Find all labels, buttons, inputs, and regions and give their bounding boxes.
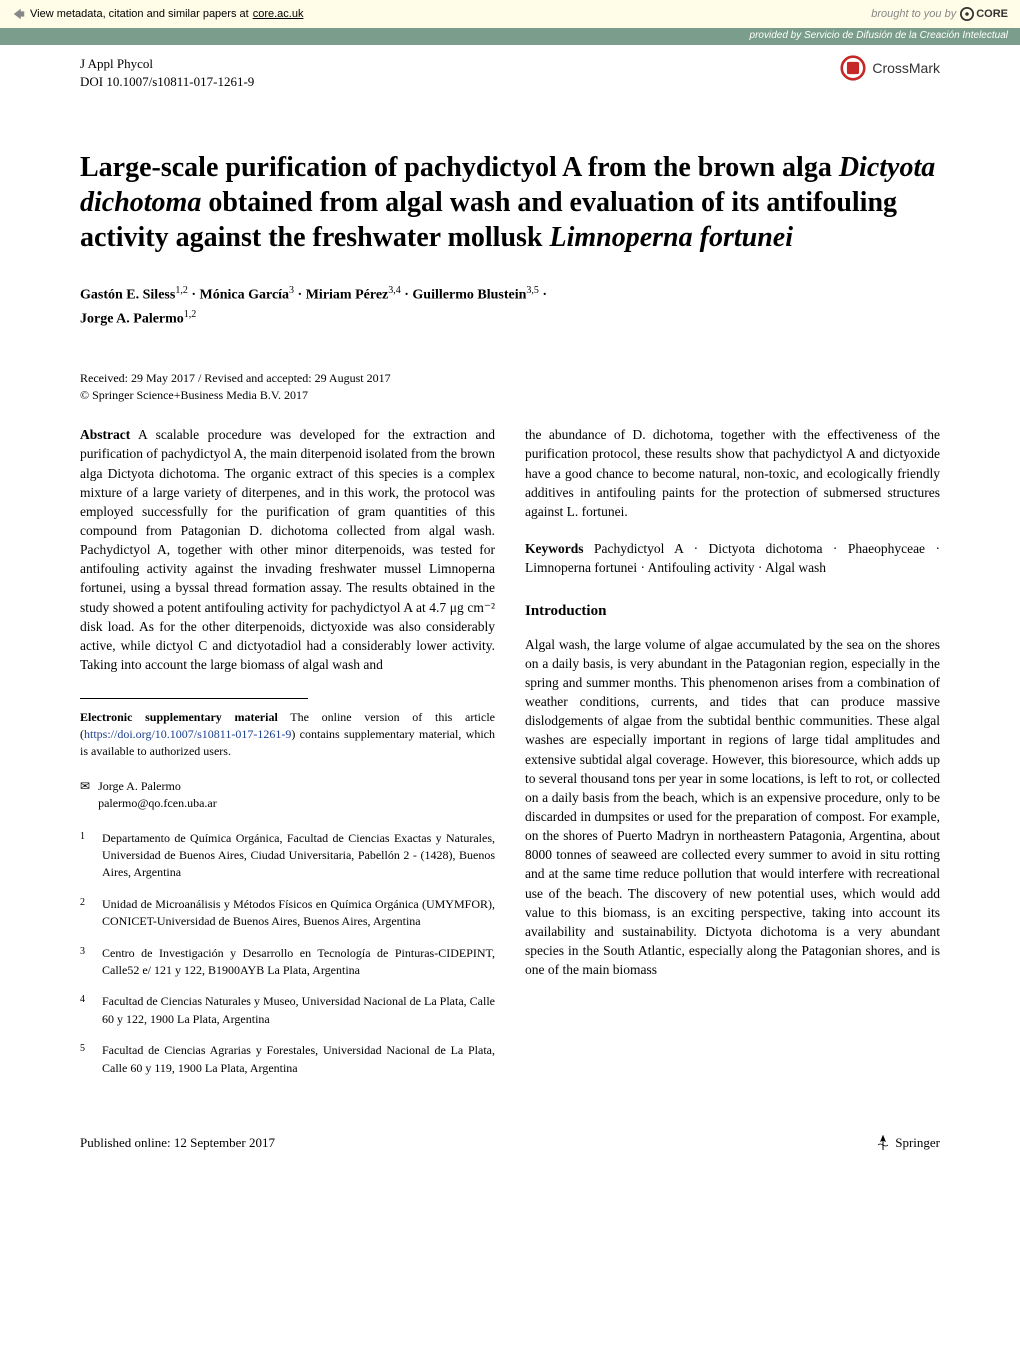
divider bbox=[80, 698, 308, 699]
dates: Received: 29 May 2017 / Revised and acce… bbox=[80, 371, 940, 386]
arrow-icon bbox=[12, 7, 26, 21]
abstract-continuation: the abundance of D. dichotoma, together … bbox=[525, 425, 940, 521]
core-banner-right: brought to you by CORE bbox=[871, 7, 1008, 21]
aff-text-2: Unidad de Microanálisis y Métodos Físico… bbox=[102, 896, 495, 931]
core-logo-text: CORE bbox=[976, 8, 1008, 20]
author-2-aff: 3 bbox=[289, 285, 294, 296]
two-column-body: Abstract A scalable procedure was develo… bbox=[80, 425, 940, 1091]
crossmark-icon bbox=[840, 55, 866, 81]
core-logo-icon bbox=[960, 7, 974, 21]
author-4-aff: 3,5 bbox=[526, 285, 539, 296]
header-row: J Appl Phycol DOI 10.1007/s10811-017-126… bbox=[80, 55, 940, 90]
aff-text-5: Facultad de Ciencias Agrarias y Forestal… bbox=[102, 1042, 495, 1077]
corr-name: Jorge A. Palermo bbox=[98, 778, 217, 795]
journal-doi: DOI 10.1007/s10811-017-1261-9 bbox=[80, 73, 254, 91]
aff-num-5: 5 bbox=[80, 1042, 88, 1077]
core-link[interactable]: core.ac.uk bbox=[253, 8, 304, 20]
aff-num-4: 4 bbox=[80, 993, 88, 1028]
envelope-icon: ✉ bbox=[80, 778, 90, 812]
author-2: Mónica García bbox=[199, 288, 289, 303]
aff-num-2: 2 bbox=[80, 896, 88, 931]
keywords-text: Pachydictyol A · Dictyota dichotoma · Ph… bbox=[525, 541, 940, 575]
aff-text-3: Centro de Investigación y Desarrollo en … bbox=[102, 945, 495, 980]
title-italic2: Limnoperna fortunei bbox=[550, 222, 793, 253]
provided-banner: provided by Servicio de Difusión de la C… bbox=[0, 28, 1020, 45]
aff-num-3: 3 bbox=[80, 945, 88, 980]
author-3-aff: 3,4 bbox=[388, 285, 401, 296]
author-4: Guillermo Blustein bbox=[412, 288, 526, 303]
introduction-text: Algal wash, the large volume of algae ac… bbox=[525, 635, 940, 980]
affiliation-3: 3 Centro de Investigación y Desarrollo e… bbox=[80, 945, 495, 980]
corr-email: palermo@qo.fcen.uba.ar bbox=[98, 795, 217, 812]
aff-text-4: Facultad de Ciencias Naturales y Museo, … bbox=[102, 993, 495, 1028]
corresponding-author: ✉ Jorge A. Palermo palermo@qo.fcen.uba.a… bbox=[80, 778, 495, 812]
supp-label: Electronic supplementary material bbox=[80, 710, 278, 724]
supp-link[interactable]: https://doi.org/10.1007/s10811-017-1261-… bbox=[84, 727, 291, 741]
crossmark-text: CrossMark bbox=[872, 60, 940, 76]
affiliations: 1 Departamento de Química Orgánica, Facu… bbox=[80, 830, 495, 1077]
core-banner-left: View metadata, citation and similar pape… bbox=[12, 7, 303, 21]
abstract-label: Abstract bbox=[80, 427, 130, 442]
core-text: View metadata, citation and similar pape… bbox=[30, 8, 249, 20]
brought-text: brought to you by bbox=[871, 8, 956, 20]
journal-info: J Appl Phycol DOI 10.1007/s10811-017-126… bbox=[80, 55, 254, 90]
springer-logo: Springer bbox=[875, 1135, 940, 1151]
abstract: Abstract A scalable procedure was develo… bbox=[80, 425, 495, 674]
author-5: Jorge A. Palermo bbox=[80, 312, 184, 327]
keywords-label: Keywords bbox=[525, 541, 584, 556]
article-title: Large-scale purification of pachydictyol… bbox=[80, 150, 940, 255]
left-column: Abstract A scalable procedure was develo… bbox=[80, 425, 495, 1091]
copyright: © Springer Science+Business Media B.V. 2… bbox=[80, 388, 940, 403]
aff-text-1: Departamento de Química Orgánica, Facult… bbox=[102, 830, 495, 882]
core-banner: View metadata, citation and similar pape… bbox=[0, 0, 1020, 28]
provided-text: provided by Servicio de Difusión de la C… bbox=[750, 30, 1008, 41]
keywords: Keywords Pachydictyol A · Dictyota dicho… bbox=[525, 539, 940, 577]
author-5-aff: 1,2 bbox=[184, 309, 197, 320]
affiliation-4: 4 Facultad de Ciencias Naturales y Museo… bbox=[80, 993, 495, 1028]
page-content: J Appl Phycol DOI 10.1007/s10811-017-126… bbox=[0, 45, 1020, 1181]
crossmark-badge[interactable]: CrossMark bbox=[840, 55, 940, 81]
published-online: Published online: 12 September 2017 bbox=[80, 1135, 275, 1151]
authors: Gastón E. Siless1,2 · Mónica García3 · M… bbox=[80, 283, 940, 331]
affiliation-2: 2 Unidad de Microanálisis y Métodos Físi… bbox=[80, 896, 495, 931]
right-column: the abundance of D. dichotoma, together … bbox=[525, 425, 940, 1091]
affiliation-1: 1 Departamento de Química Orgánica, Facu… bbox=[80, 830, 495, 882]
springer-icon bbox=[875, 1135, 891, 1151]
journal-name: J Appl Phycol bbox=[80, 55, 254, 73]
introduction-heading: Introduction bbox=[525, 601, 940, 622]
author-3: Miriam Pérez bbox=[306, 288, 389, 303]
author-1: Gastón E. Siless bbox=[80, 288, 175, 303]
aff-num-1: 1 bbox=[80, 830, 88, 882]
footer-row: Published online: 12 September 2017 Spri… bbox=[80, 1113, 940, 1151]
abstract-text: A scalable procedure was developed for t… bbox=[80, 427, 495, 672]
supplementary-material: Electronic supplementary material The on… bbox=[80, 709, 495, 759]
author-1-aff: 1,2 bbox=[175, 285, 188, 296]
core-logo[interactable]: CORE bbox=[960, 7, 1008, 21]
affiliation-5: 5 Facultad de Ciencias Agrarias y Forest… bbox=[80, 1042, 495, 1077]
title-part1: Large-scale purification of pachydictyol… bbox=[80, 152, 839, 183]
springer-text: Springer bbox=[895, 1135, 940, 1151]
